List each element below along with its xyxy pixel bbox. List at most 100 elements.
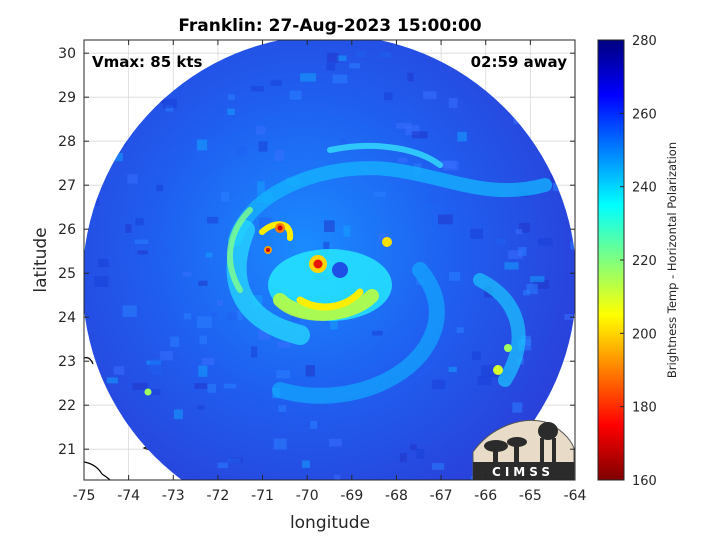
colorbar-tick-label: 160: [632, 474, 657, 489]
swath-pixel: [330, 318, 338, 330]
colorbar-tick-label: 240: [632, 181, 657, 196]
swath-pixel: [526, 283, 538, 294]
swath-pixel: [173, 409, 183, 420]
swath-pixel: [196, 405, 205, 410]
swath-pixel: [305, 365, 316, 377]
swath-pixel: [570, 240, 575, 250]
swath-pixel: [523, 290, 530, 296]
swath-pixel: [258, 141, 268, 152]
eyewall: [144, 221, 512, 396]
colorbar-tick-label: 260: [632, 107, 657, 122]
swath-pixel: [411, 131, 428, 139]
swath-pixel: [336, 55, 347, 61]
swath-pixel: [278, 405, 286, 413]
swath-pixel: [135, 218, 144, 226]
colorbar-label: Brightness Temp - Horizontal Polarizatio…: [665, 142, 679, 378]
swath-pixel: [395, 122, 412, 129]
swath-pixel: [530, 276, 545, 283]
cimss-logo-icon: CIMSS: [472, 420, 575, 480]
colorbar-tick-label: 280: [632, 34, 657, 49]
swath-pixel: [440, 160, 456, 169]
swath-pixel: [236, 310, 243, 320]
swath-pixel: [198, 365, 208, 377]
swath-pixel: [378, 233, 389, 242]
swath-pixel: [356, 50, 366, 58]
colorbar-tick-label: 220: [632, 254, 657, 269]
y-tick-label: 21: [58, 442, 76, 458]
x-tick-label: -74: [117, 488, 140, 504]
swath-pixel: [457, 131, 467, 142]
swath-pixel: [471, 351, 481, 361]
swath-pixel: [199, 335, 208, 345]
swath-pixel: [323, 220, 335, 232]
x-tick-label: -69: [340, 488, 363, 504]
swath-pixel: [257, 181, 265, 193]
swath-pixel: [302, 460, 311, 468]
swath-pixel: [165, 105, 174, 112]
swath-pixel: [250, 86, 264, 92]
swath-pixel: [98, 258, 109, 268]
x-tick-label: -72: [206, 488, 229, 504]
swath-pixel: [196, 316, 212, 328]
swath-pixel: [274, 149, 284, 162]
swath-pixel: [407, 72, 414, 82]
swath-pixel: [94, 276, 109, 288]
y-tick-label: 25: [58, 266, 76, 282]
swath-pixel: [323, 241, 330, 251]
swath-pixel: [289, 90, 302, 100]
swath-pixel: [207, 383, 216, 393]
y-tick-label: 27: [58, 178, 76, 194]
swath-pixel: [332, 74, 348, 84]
x-tick-label: -68: [385, 488, 408, 504]
swath-pixel: [259, 217, 272, 229]
swath-pixel: [134, 239, 149, 245]
swath-pixel: [162, 98, 177, 109]
swath-pixel: [127, 174, 138, 184]
swath-pixel: [423, 91, 437, 100]
swath-pixel: [397, 157, 408, 163]
swath-pixel: [448, 98, 458, 109]
swath-pixel: [405, 125, 420, 136]
y-tick-label: 28: [58, 134, 76, 150]
swath-pixel: [252, 295, 263, 307]
swath-pixel: [227, 458, 241, 463]
swath-pixel: [170, 336, 180, 347]
y-axis-ticks: 21 22 23 24 25 26 27 28 29 30: [58, 46, 575, 458]
swath-pixel: [159, 351, 173, 361]
swath-pixel: [310, 420, 318, 429]
x-axis-label: longitude: [290, 513, 370, 533]
swath-pixel: [326, 62, 336, 71]
swath-pixel: [152, 370, 163, 375]
swath-pixel: [258, 329, 270, 340]
swath-pixel: [564, 313, 573, 320]
swath-pixel: [438, 214, 453, 225]
swath-pixel: [201, 357, 215, 366]
swath-pixel: [512, 402, 523, 413]
x-tick-label: -73: [162, 488, 185, 504]
swath-pixel: [227, 108, 235, 116]
x-tick-label: -66: [474, 488, 497, 504]
x-tick-label: -65: [519, 488, 542, 504]
swath-pixel: [226, 312, 238, 321]
x-tick-label: -75: [73, 488, 96, 504]
swath-pixel: [334, 474, 341, 480]
swath-pixel: [145, 389, 161, 396]
colorbar-gradient: [597, 39, 625, 481]
swath-pixel: [495, 238, 507, 245]
y-axis-label: latitude: [31, 227, 51, 292]
swath-pixel: [223, 383, 237, 389]
plot-title: Franklin: 27-Aug-2023 15:00:00: [178, 16, 481, 36]
swath-pixel: [182, 272, 192, 277]
swath-pixel: [217, 462, 228, 469]
colorbar-ticks: 280 260 240 220 200 180 160: [620, 34, 657, 489]
swath-pixel: [184, 312, 192, 320]
swath-pixel: [210, 312, 218, 317]
y-tick-label: 24: [58, 310, 76, 326]
y-tick-label: 29: [58, 90, 76, 106]
swath-pixel: [111, 152, 123, 162]
swath-pixel: [399, 453, 407, 463]
swath-pixel: [300, 73, 316, 82]
x-axis-ticks: -75 -74 -73 -72 -71 -70 -69 -68 -67 -66 -65 -64: [73, 40, 587, 504]
y-tick-label: 30: [58, 46, 76, 62]
swath-pixel: [448, 366, 457, 373]
